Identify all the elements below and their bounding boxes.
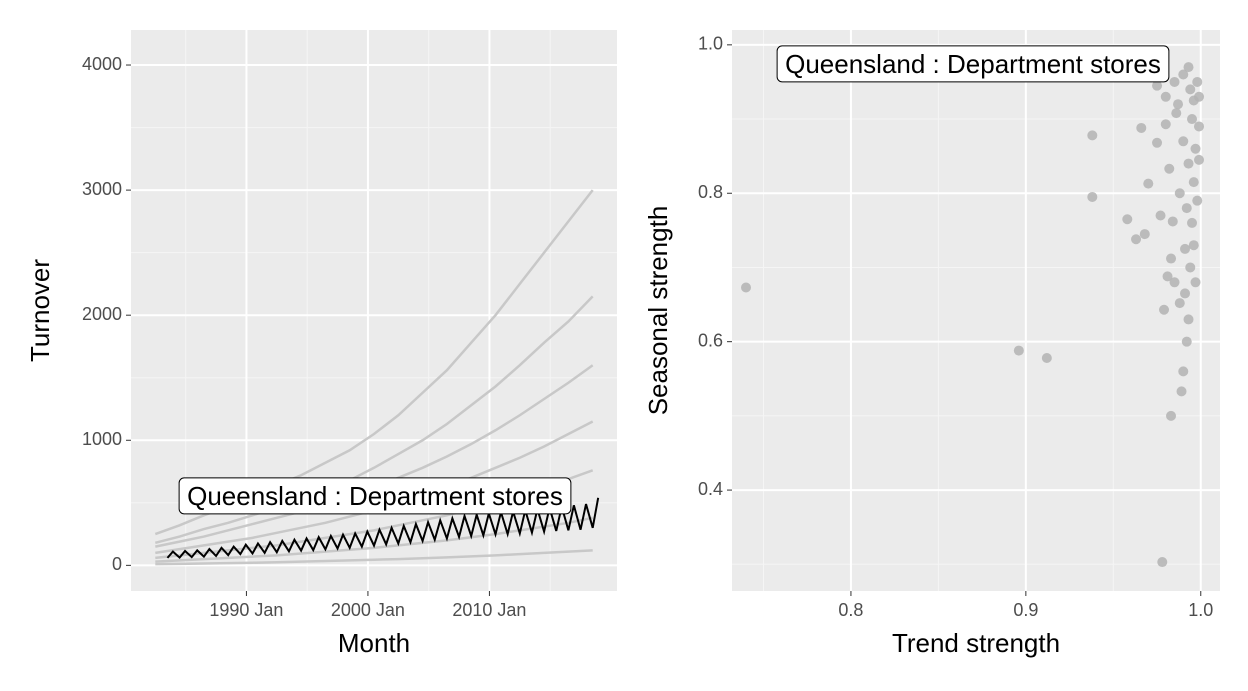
scatter-point bbox=[1160, 119, 1171, 130]
scatter-point bbox=[1174, 298, 1185, 309]
scatter-point bbox=[1152, 80, 1163, 91]
annotation-label: Queensland : Department stores bbox=[785, 49, 1161, 79]
scatter-point bbox=[1160, 91, 1171, 102]
annotation: Queensland : Department stores bbox=[776, 45, 1170, 83]
scatter-point bbox=[1178, 136, 1189, 147]
x-axis-title: Month bbox=[338, 628, 410, 658]
panel-background bbox=[732, 30, 1220, 591]
annotation-box bbox=[776, 45, 1170, 83]
scatter-point bbox=[1166, 410, 1177, 421]
scatter-point bbox=[1178, 69, 1189, 80]
scatter-point bbox=[1180, 288, 1191, 299]
scatter-point bbox=[1194, 121, 1205, 132]
scatter-point bbox=[1131, 234, 1142, 245]
scatter-point bbox=[1013, 345, 1024, 356]
scatter-point bbox=[1181, 203, 1192, 214]
scatter-point bbox=[1139, 229, 1150, 240]
scatter-point bbox=[1194, 154, 1205, 165]
scatter-point bbox=[1174, 188, 1185, 199]
x-tick-label: 0.9 bbox=[1013, 600, 1038, 620]
scatter-point bbox=[740, 282, 751, 293]
scatter-point bbox=[1176, 386, 1187, 397]
scatter-point bbox=[1180, 243, 1191, 254]
scatter-point bbox=[1173, 99, 1184, 110]
scatter-point bbox=[1183, 314, 1194, 325]
series-line bbox=[155, 549, 593, 566]
y-tick-label: 0.6 bbox=[698, 330, 723, 350]
x-tick-label: 1.0 bbox=[1188, 600, 1213, 620]
x-tick-label: 1990 Jan bbox=[209, 600, 283, 620]
scatter-point bbox=[1192, 76, 1203, 87]
scatter-point bbox=[1194, 91, 1205, 102]
x-tick-label: 0.8 bbox=[838, 600, 863, 620]
scatter-point bbox=[1187, 217, 1198, 228]
y-tick-label: 2000 bbox=[82, 304, 122, 324]
scatter-point bbox=[1188, 177, 1199, 188]
x-tick-label: 2000 Jan bbox=[331, 600, 405, 620]
scatter-point bbox=[1183, 158, 1194, 169]
y-tick-label: 3000 bbox=[82, 179, 122, 199]
scatter-point bbox=[1166, 253, 1177, 264]
scatter-point bbox=[1155, 210, 1166, 221]
scatter-point bbox=[1087, 130, 1098, 141]
scatter-point bbox=[1169, 277, 1180, 288]
annotation: Queensland : Department stores bbox=[178, 477, 572, 515]
scatter-point bbox=[1162, 271, 1173, 282]
y-tick-label: 1.0 bbox=[698, 34, 723, 54]
scatter-point bbox=[1159, 304, 1170, 315]
scatter-point bbox=[1190, 277, 1201, 288]
scatter-point bbox=[1171, 108, 1182, 119]
scatter-point bbox=[1122, 214, 1133, 225]
scatter-point bbox=[1190, 143, 1201, 154]
x-tick-label: 2010 Jan bbox=[452, 600, 526, 620]
y-tick-label: 0 bbox=[112, 554, 122, 574]
series-line bbox=[154, 295, 594, 545]
annotation-box bbox=[178, 477, 572, 515]
scatter-point bbox=[1167, 216, 1178, 227]
scatter-point bbox=[1187, 114, 1198, 125]
scatter-point bbox=[1087, 191, 1098, 202]
scatter-point bbox=[1183, 62, 1194, 73]
y-tick-label: 1000 bbox=[82, 429, 122, 449]
y-axis-title: Seasonal strength bbox=[643, 206, 673, 416]
scatter-point bbox=[1164, 163, 1175, 174]
y-tick-label: 0.4 bbox=[698, 479, 723, 499]
scatter-point bbox=[1157, 557, 1168, 568]
scatter-point bbox=[1181, 336, 1192, 347]
scatter-point bbox=[1185, 84, 1196, 95]
scatter-point bbox=[1152, 137, 1163, 148]
scatter-point bbox=[1185, 262, 1196, 273]
scatter-point bbox=[1136, 122, 1147, 133]
y-axis-title: Turnover bbox=[25, 259, 55, 362]
y-tick-label: 0.8 bbox=[698, 182, 723, 202]
scatter-point bbox=[1178, 366, 1189, 377]
annotation-label: Queensland : Department stores bbox=[187, 481, 563, 511]
scatter-point bbox=[1188, 240, 1199, 251]
scatter-point bbox=[1041, 352, 1052, 363]
y-tick-label: 4000 bbox=[82, 54, 122, 74]
scatter-point bbox=[1143, 178, 1154, 189]
scatter-point bbox=[1192, 195, 1203, 206]
scatter-point bbox=[1169, 76, 1180, 87]
x-axis-title: Trend strength bbox=[892, 628, 1060, 658]
